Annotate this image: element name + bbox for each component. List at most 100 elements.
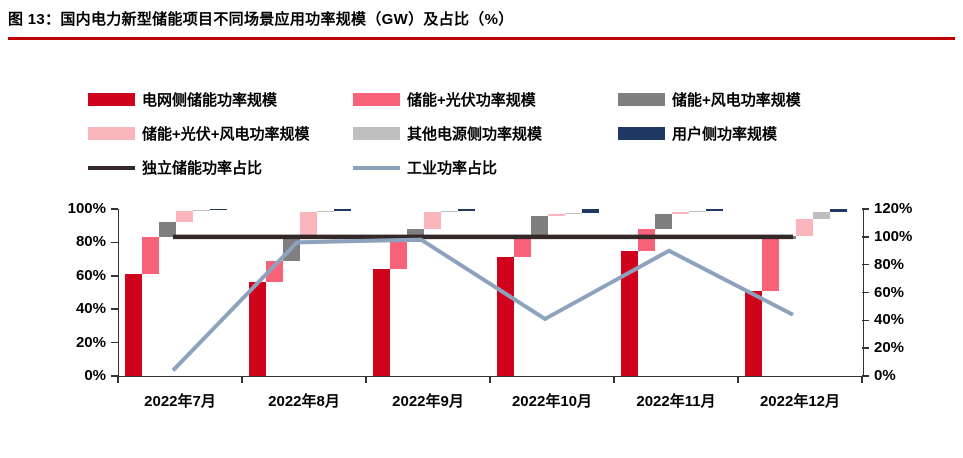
legend-item-bar-1: 储能+光伏功率规模 <box>353 90 618 109</box>
bar-segment <box>565 213 582 215</box>
figure-title-bar: 图 13：国内电力新型储能项目不同场景应用功率规模（GW）及占比（%） <box>8 8 955 40</box>
legend-swatch <box>353 93 400 106</box>
right-axis-tick-label: 20% <box>874 339 905 357</box>
x-axis-tick <box>489 376 491 383</box>
legend-item-bar-5: 用户侧功率规模 <box>618 124 883 143</box>
bar-segment <box>300 212 317 240</box>
legend-swatch <box>88 93 135 106</box>
bar-segment <box>621 250 638 376</box>
right-axis-tick <box>862 291 869 294</box>
right-axis-tick <box>862 263 869 266</box>
bar-segment <box>424 212 441 230</box>
left-axis-tick-label: 20% <box>75 333 106 351</box>
x-axis-tick <box>365 376 367 383</box>
figure-title: 图 13：国内电力新型储能项目不同场景应用功率规模（GW）及占比（%） <box>8 11 514 28</box>
legend-swatch <box>618 127 665 140</box>
left-axis-tick-label: 80% <box>75 233 106 251</box>
bar-segment <box>548 214 565 216</box>
bar-segment <box>830 209 847 213</box>
left-axis-tick <box>111 375 118 377</box>
right-axis-tick <box>862 375 869 377</box>
x-axis-category-label: 2022年9月 <box>392 393 464 410</box>
line-series-overlay <box>171 234 794 372</box>
x-axis-tick <box>861 376 863 383</box>
legend-label: 电网侧储能功率规模 <box>142 92 278 109</box>
legend-line-swatch <box>353 165 400 170</box>
left-axis-tick <box>111 308 118 310</box>
bar-segment <box>266 260 283 283</box>
legend-label: 工业功率占比 <box>407 160 498 177</box>
right-axis-tick <box>862 208 869 210</box>
left-axis-tick <box>111 341 118 344</box>
x-axis-tick <box>613 376 615 383</box>
legend-label: 储能+风电功率规模 <box>672 92 801 109</box>
left-axis-tick-label: 40% <box>75 300 106 318</box>
x-axis-tick <box>241 376 243 383</box>
x-axis-category-label: 2022年12月 <box>759 393 841 410</box>
legend-item-line-1: 工业功率占比 <box>353 158 618 177</box>
bar-segment <box>514 237 531 258</box>
legend-swatch <box>618 93 665 106</box>
x-axis-category-label: 2022年10月 <box>511 393 593 410</box>
bar-segment <box>672 212 689 214</box>
left-axis-tick-label: 0% <box>84 367 106 384</box>
legend-label: 用户侧功率规模 <box>672 126 778 143</box>
bar-segment <box>458 209 475 211</box>
left-axis-tick <box>111 241 118 244</box>
bar-segment <box>390 242 407 270</box>
left-axis-tick-label: 100% <box>67 200 106 217</box>
bar-segment <box>142 237 159 275</box>
legend-label: 其他电源侧功率规模 <box>407 126 543 143</box>
bar-segment <box>531 215 548 238</box>
bar-segment <box>159 222 176 238</box>
bar-segment <box>249 282 266 376</box>
bar-segment <box>582 209 599 214</box>
bar-segment <box>125 274 142 376</box>
right-axis-tick-label: 40% <box>874 311 905 329</box>
right-axis-tick-label: 100% <box>874 227 913 245</box>
bar-segment <box>745 290 762 376</box>
bar-segment <box>373 269 390 376</box>
bar-segment <box>638 229 655 251</box>
x-axis-category-label: 2022年8月 <box>268 393 340 410</box>
left-axis-tick <box>111 275 118 277</box>
legend-item-line-0: 独立储能功率占比 <box>88 158 353 177</box>
legend-item-bar-0: 电网侧储能功率规模 <box>88 90 353 109</box>
legend-label: 储能+光伏+风电功率规模 <box>142 126 310 143</box>
bar-segment <box>655 214 672 230</box>
legend-swatch <box>88 127 135 140</box>
bar-segment <box>317 210 334 213</box>
legend-line-swatch <box>88 165 135 170</box>
bar-segment <box>334 209 351 211</box>
legend-label: 储能+光伏功率规模 <box>407 92 536 109</box>
bar-segment <box>762 239 779 291</box>
left-axis-tick-label: 60% <box>75 266 106 284</box>
legend-item-bar-4: 其他电源侧功率规模 <box>353 124 618 143</box>
legend-item-bar-3: 储能+光伏+风电功率规模 <box>88 124 353 143</box>
bar-segment <box>813 212 830 219</box>
bar-segment <box>441 210 458 213</box>
x-axis-category-label: 2022年11月 <box>636 393 716 410</box>
right-axis-tick <box>862 347 869 349</box>
bar-segment <box>210 209 227 210</box>
x-axis-tick <box>117 376 119 383</box>
bar-segment <box>497 257 514 376</box>
x-axis-category-label: 2022年7月 <box>144 393 216 410</box>
bar-segment <box>689 210 706 213</box>
left-axis-tick <box>111 208 118 210</box>
right-axis-tick <box>862 319 869 322</box>
right-axis-tick-label: 0% <box>874 367 896 384</box>
bar-segment <box>706 209 723 211</box>
right-axis-tick-label: 120% <box>874 200 913 217</box>
legend-swatch <box>353 127 400 140</box>
x-axis-tick <box>737 376 739 383</box>
legend-item-bar-2: 储能+风电功率规模 <box>618 90 883 109</box>
chart-legend: 电网侧储能功率规模 储能+光伏功率规模 储能+风电功率规模储能+光伏+风电功率规模 其… <box>88 90 918 177</box>
right-axis-tick-label: 80% <box>874 255 905 273</box>
line-series-1 <box>171 237 794 372</box>
legend-label: 独立储能功率占比 <box>142 160 263 177</box>
right-axis-tick-label: 60% <box>874 283 905 301</box>
bar-segment <box>796 219 813 236</box>
bar-segment <box>176 210 193 223</box>
bar-segment <box>193 209 210 211</box>
